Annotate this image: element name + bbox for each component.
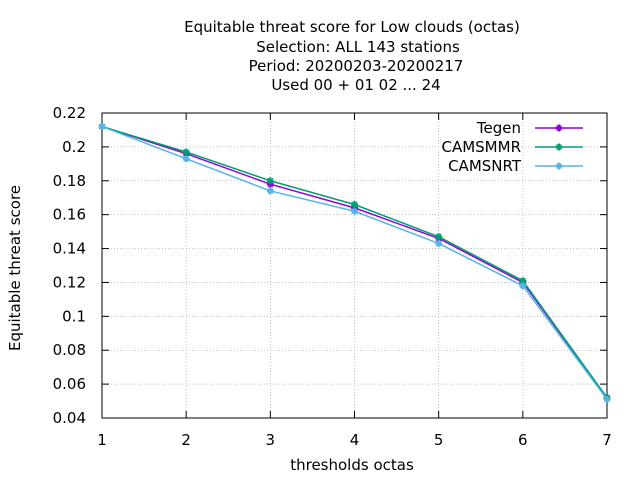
y-tick-label: 0.1: [62, 307, 86, 325]
data-point-d2: [98, 123, 106, 130]
x-tick-label: 6: [518, 431, 528, 449]
data-point: [435, 239, 443, 247]
data-point: [266, 187, 274, 195]
y-tick-label: 0.06: [53, 375, 86, 393]
data-point-d2: [519, 282, 526, 289]
data-point: [555, 162, 563, 170]
y-tick-label: 0.16: [53, 206, 86, 224]
legend-label-camsnrt: CAMSNRT: [448, 157, 522, 175]
x-tick-label: 3: [266, 431, 276, 449]
chart-subtitle-period: Period: 20200203-20200217: [249, 57, 464, 75]
chart-subtitle-selection: Selection: ALL 143 stations: [256, 38, 460, 56]
x-axis-label: thresholds octas: [290, 456, 414, 474]
data-point: [182, 155, 190, 163]
chart-subtitle-used: Used 00 + 01 02 ... 24: [271, 76, 440, 94]
data-point-d2: [267, 177, 274, 184]
data-point-d2: [435, 240, 442, 247]
data-point: [435, 233, 443, 241]
data-point: [182, 148, 190, 156]
y-tick-label: 0.18: [53, 172, 86, 190]
data-point: [98, 123, 106, 131]
data-point-d2: [435, 233, 442, 240]
legend-label-camsmmr: CAMSMMR: [441, 138, 521, 156]
series-lines: [98, 123, 611, 403]
x-tick-label: 2: [181, 431, 191, 449]
data-point-d2: [555, 162, 563, 170]
x-tick-label: 7: [602, 431, 612, 449]
y-tick-label: 0.14: [53, 240, 86, 258]
chart-title-line: Equitable threat score for Low clouds (o…: [184, 18, 520, 36]
y-tick-label: 0.12: [53, 273, 86, 291]
data-point: [555, 124, 563, 132]
data-point-d2: [555, 143, 563, 151]
y-tick-label: 0.22: [53, 104, 86, 122]
grid-lines: [102, 113, 607, 418]
y-tick-label: 0.2: [62, 138, 86, 156]
data-point: [555, 143, 563, 151]
data-point-d2: [183, 155, 190, 162]
data-point-d2: [555, 124, 563, 132]
axis-ticks: 0.04 0.06 0.08 0.1 0.12 0.14 0.16 0.18 0.2 0.22 1 2…: [53, 104, 612, 449]
data-point-d2: [183, 148, 190, 156]
data-point-d2: [519, 277, 526, 284]
x-tick-label: 5: [434, 431, 444, 449]
data-point: [351, 207, 358, 215]
data-point-d2: [351, 201, 358, 208]
data-point-d2: [603, 396, 611, 403]
y-axis-label: Equitable threat score: [6, 185, 24, 351]
data-point-d2: [351, 208, 358, 215]
data-point: [351, 201, 358, 208]
data-point-d2: [267, 187, 274, 194]
data-point: [519, 282, 527, 290]
data-point: [266, 177, 274, 185]
data-point: [603, 395, 611, 403]
x-tick-label: 4: [350, 431, 360, 449]
y-tick-label: 0.04: [53, 409, 86, 427]
legend-label-tegen: Tegen: [476, 119, 521, 137]
y-tick-label: 0.08: [53, 341, 86, 359]
x-tick-label: 1: [97, 431, 107, 449]
